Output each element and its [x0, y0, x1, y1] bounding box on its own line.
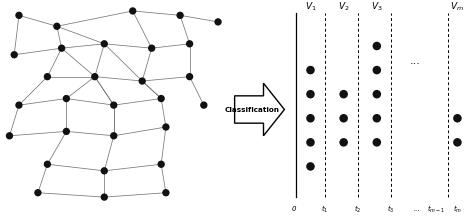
Text: Classification: Classification [225, 106, 280, 113]
Text: 0: 0 [292, 206, 296, 212]
Point [454, 141, 461, 144]
Point [176, 14, 184, 17]
Point [186, 42, 193, 46]
Text: $V_3$: $V_3$ [371, 0, 383, 13]
Point [340, 117, 347, 120]
Point [148, 46, 155, 50]
Text: $t_2$: $t_2$ [354, 203, 362, 215]
Text: $V_2$: $V_2$ [338, 0, 349, 13]
Point [34, 191, 42, 194]
Point [340, 141, 347, 144]
Point [162, 125, 170, 129]
Point [63, 97, 70, 100]
Point [58, 46, 65, 50]
Point [129, 9, 137, 13]
Point [307, 141, 314, 144]
Point [307, 165, 314, 168]
Point [110, 103, 118, 107]
Text: $t_3$: $t_3$ [387, 203, 395, 215]
Point [214, 20, 222, 24]
Text: $V_m$: $V_m$ [450, 0, 465, 13]
Point [307, 68, 314, 72]
Point [15, 103, 23, 107]
Point [100, 42, 108, 46]
Point [6, 134, 13, 138]
Point [100, 195, 108, 199]
Text: $V_1$: $V_1$ [305, 0, 316, 13]
Point [100, 169, 108, 173]
Text: $t_m$: $t_m$ [453, 203, 462, 215]
Point [15, 14, 23, 17]
Text: $t_1$: $t_1$ [321, 203, 328, 215]
Point [373, 92, 381, 96]
Point [307, 92, 314, 96]
Polygon shape [235, 83, 284, 136]
Point [110, 134, 118, 138]
Point [373, 68, 381, 72]
Text: ...: ... [410, 56, 420, 66]
Point [138, 79, 146, 83]
Point [63, 130, 70, 133]
Point [157, 97, 165, 100]
Point [373, 141, 381, 144]
Text: $t_{m-1}$: $t_{m-1}$ [427, 203, 445, 215]
Point [44, 162, 51, 166]
Point [162, 191, 170, 194]
Point [200, 103, 208, 107]
Point [10, 53, 18, 57]
Point [373, 44, 381, 48]
Point [44, 75, 51, 78]
Point [454, 117, 461, 120]
Text: ...: ... [414, 206, 420, 212]
Point [186, 75, 193, 78]
Point [157, 162, 165, 166]
Point [307, 117, 314, 120]
Point [91, 75, 99, 78]
Point [373, 117, 381, 120]
Point [53, 25, 61, 28]
Point [340, 92, 347, 96]
